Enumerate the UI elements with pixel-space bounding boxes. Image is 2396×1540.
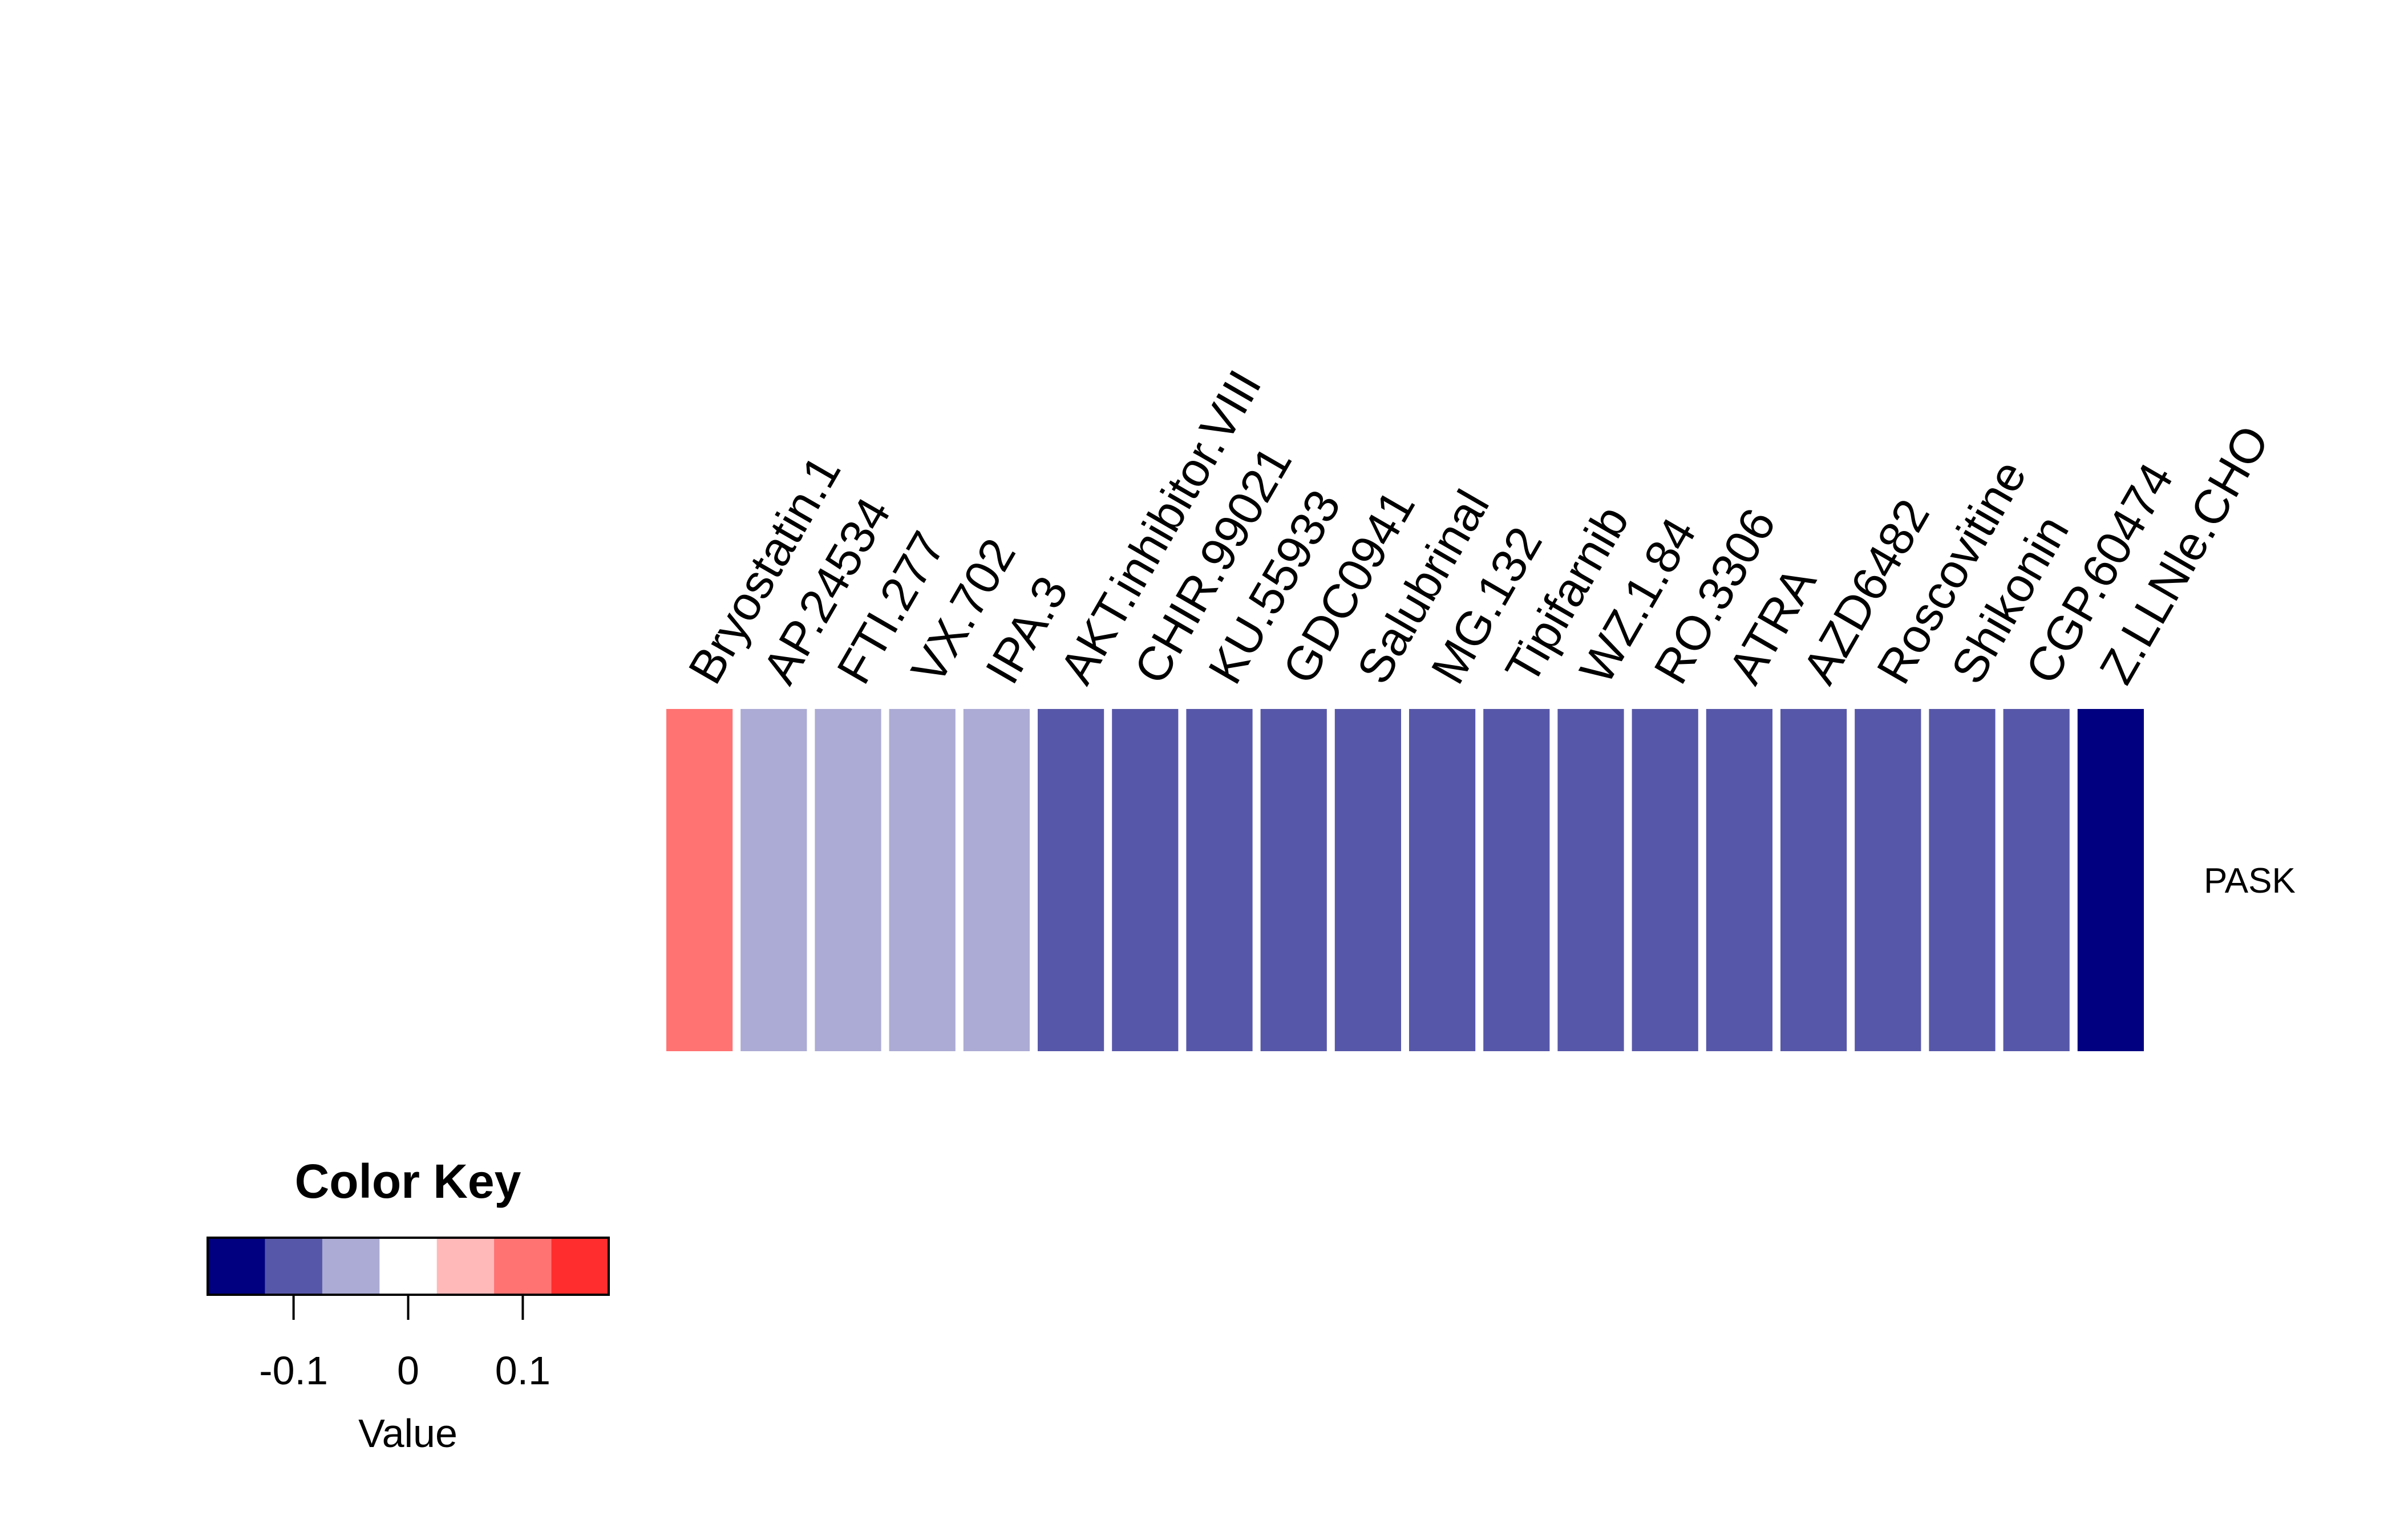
heatmap-cell: [1186, 709, 1253, 1051]
color-key-swatch: [208, 1238, 265, 1295]
heatmap-cell: [1855, 709, 1921, 1051]
color-key-swatch: [494, 1238, 552, 1295]
color-key-swatch: [436, 1238, 495, 1295]
color-key-swatch: [379, 1238, 438, 1295]
color-key-tick-label: 0: [397, 1348, 419, 1393]
color-key: Color Key -0.1 0 0.1 Value: [207, 1154, 610, 1456]
heatmap-cell: [1112, 709, 1179, 1051]
color-key-tick-label: -0.1: [259, 1348, 328, 1393]
heatmap-cell: [1632, 709, 1698, 1051]
heatmap-cell: [2003, 709, 2070, 1051]
heatmap-cell: [1557, 709, 1624, 1051]
color-key-title: Color Key: [295, 1154, 521, 1208]
heatmap-cell: [963, 709, 1030, 1051]
color-key-swatch: [265, 1238, 323, 1295]
heatmap-cell: [740, 709, 807, 1051]
color-key-swatch: [322, 1238, 380, 1295]
color-key-swatch: [551, 1238, 609, 1295]
heatmap-cell: [1483, 709, 1550, 1051]
color-key-swatches: [208, 1238, 609, 1295]
heatmap-cell: [2077, 709, 2144, 1051]
color-key-ticks: -0.1 0 0.1: [259, 1295, 551, 1393]
column-labels: Bryostatin.1AP.24534FTI.277VX.702IPA.3AK…: [678, 361, 2279, 692]
row-label: PASK: [2204, 861, 2296, 901]
heatmap-cell: [1260, 709, 1327, 1051]
heatmap-cell: [1929, 709, 1996, 1051]
heatmap-cell: [889, 709, 956, 1051]
color-key-tick-label: 0.1: [495, 1348, 551, 1393]
heatmap-cell: [1780, 709, 1847, 1051]
color-key-xlabel: Value: [358, 1411, 458, 1456]
heatmap-cell: [666, 709, 733, 1051]
heatmap-cell: [1334, 709, 1401, 1051]
heatmap-cell: [1409, 709, 1476, 1051]
heatmap-cells: [666, 709, 2144, 1051]
heatmap-cell: [1706, 709, 1772, 1051]
heatmap-cell: [1038, 709, 1104, 1051]
heatmap-cell: [815, 709, 881, 1051]
row-labels: PASK: [2204, 861, 2296, 901]
